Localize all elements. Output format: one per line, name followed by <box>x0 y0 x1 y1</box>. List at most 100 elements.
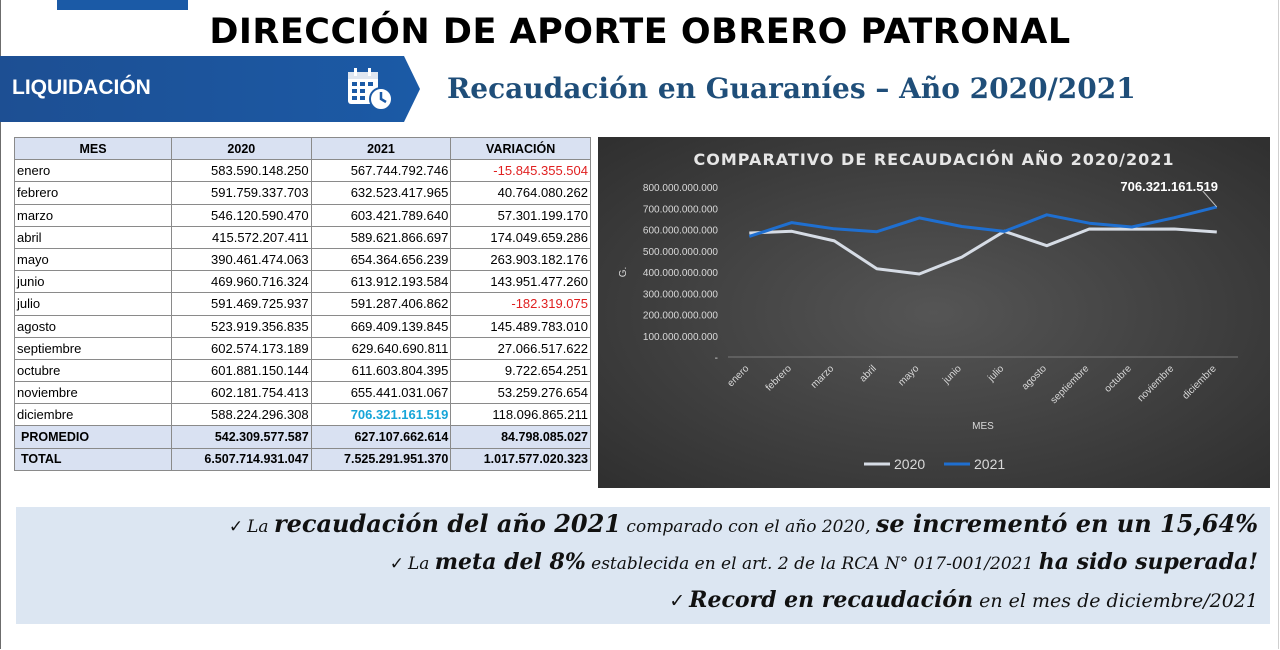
cell-mes: octubre <box>14 358 172 383</box>
table-row: septiembre 602.574.173.189 629.640.690.811… <box>14 336 591 360</box>
cell-mes: PROMEDIO <box>14 425 172 449</box>
series-line-2021 <box>748 205 1218 238</box>
cell-2021: 567.744.792.746 <box>310 159 452 183</box>
cell-2021: 655.441.031.067 <box>310 381 452 405</box>
x-tick-label: octubre <box>1103 363 1135 395</box>
calendar-clock-icon <box>346 68 394 112</box>
table-row: enero 583.590.148.250 567.744.792.746 -15.8… <box>14 159 591 183</box>
banner-shape <box>0 56 420 122</box>
cell-variacion: -182.319.075 <box>450 292 591 316</box>
x-tick-label: marzo <box>809 363 837 391</box>
cell-mes: abril <box>14 225 172 249</box>
cell-2020: 601.881.150.144 <box>171 358 312 383</box>
cell-mes: junio <box>14 270 172 294</box>
summary-line-3: ✓ Record en recaudación en el mes de dici… <box>669 587 1258 613</box>
cell-variacion: 40.764.080.262 <box>450 181 591 205</box>
x-tick-label: diciembre <box>1180 363 1219 402</box>
y-tick-label: 600.000.000.000 <box>643 226 719 237</box>
y-tick-label: 800.000.000.000 <box>643 183 719 194</box>
x-tick-label: julio <box>985 363 1006 384</box>
chart-title: COMPARATIVO DE RECAUDACIÓN AÑO 2020/2021 <box>694 150 1175 169</box>
x-tick-label: mayo <box>896 363 921 388</box>
y-tick-label: 100.000.000.000 <box>643 332 719 343</box>
cell-2021: 654.364.656.239 <box>310 247 452 272</box>
cell-mes: enero <box>14 159 172 183</box>
cell-variacion: 27.066.517.622 <box>450 336 591 360</box>
y-tick-label: 200.000.000.000 <box>643 311 719 322</box>
summary-text: establecida en el art. 2 de la RCA N° 01… <box>585 554 1039 574</box>
cell-mes: agosto <box>14 314 172 338</box>
cell-variacion: 84.798.085.027 <box>450 425 591 449</box>
legend-label-2021: 2021 <box>974 456 1005 472</box>
cell-mes: septiembre <box>14 336 172 360</box>
cell-mes: TOTAL <box>14 447 172 471</box>
legend-label-2020: 2020 <box>894 456 925 472</box>
col-header-2020: 2020 <box>171 136 312 161</box>
y-tick-label: - <box>715 353 718 364</box>
cell-variacion: 53.259.276.654 <box>450 381 591 405</box>
cell-variacion: 9.722.654.251 <box>450 358 591 383</box>
summary-text: La <box>407 554 435 574</box>
chart-svg: COMPARATIVO DE RECAUDACIÓN AÑO 2020/2021… <box>618 150 1238 472</box>
cell-2020: 6.507.714.931.047 <box>171 447 312 471</box>
cell-2021: 627.107.662.614 <box>310 425 452 449</box>
cell-2020: 542.309.577.587 <box>171 425 312 449</box>
cell-2020: 591.469.725.937 <box>171 292 312 316</box>
table-header-row: MES 2020 2021 VARIACIÓN <box>14 136 591 161</box>
x-tick-label: septiembre <box>1049 363 1092 406</box>
table-row: diciembre 588.224.296.308 706.321.161.519 1… <box>14 403 591 427</box>
summary-text: La <box>247 517 274 537</box>
cell-2021: 589.621.866.697 <box>310 225 452 249</box>
data-label-max: 706.321.161.519 <box>1120 179 1218 194</box>
y-axis-label: G. <box>618 267 629 278</box>
cell-2021: 706.321.161.519 <box>310 403 452 427</box>
cell-variacion: -15.845.355.504 <box>450 159 591 183</box>
table-row: noviembre 602.181.754.413 655.441.031.067 5… <box>14 381 591 405</box>
table-row: junio 469.960.716.324 613.912.193.584 143.9… <box>14 270 591 294</box>
cell-2021: 611.603.804.395 <box>310 358 452 383</box>
x-tick-label: febrero <box>764 363 794 393</box>
y-tick-label: 300.000.000.000 <box>643 289 719 300</box>
table-row: julio 591.469.725.937 591.287.406.862 -182.… <box>14 292 591 316</box>
y-tick-label: 500.000.000.000 <box>643 247 719 258</box>
total-row: TOTAL 6.507.714.931.047 7.525.291.951.370 1… <box>14 447 591 471</box>
y-tick-label: 700.000.000.000 <box>643 204 719 215</box>
summary-emphasis: recaudación del año 2021 <box>273 509 622 538</box>
cell-2021: 603.421.789.640 <box>310 203 452 227</box>
annotation-leader <box>1202 190 1218 208</box>
series-line-2020 <box>749 227 1217 276</box>
cell-2020: 415.572.207.411 <box>171 225 312 249</box>
cell-2021: 629.640.690.811 <box>310 336 452 360</box>
check-icon: ✓ <box>669 590 686 612</box>
cell-2021: 591.287.406.862 <box>310 292 452 316</box>
cell-mes: noviembre <box>14 381 172 405</box>
col-header-variacion: VARIACIÓN <box>450 136 591 161</box>
x-axis-label: MES <box>972 421 994 432</box>
cell-2020: 546.120.590.470 <box>171 203 312 227</box>
cell-2020: 591.759.337.703 <box>171 181 312 205</box>
x-tick-label: enero <box>726 363 752 389</box>
cell-2021: 669.409.139.845 <box>310 314 452 338</box>
x-tick-label: noviembre <box>1136 363 1177 404</box>
cell-variacion: 263.903.182.176 <box>450 247 591 272</box>
summary-line-2: ✓ La meta del 8% establecida en el art. 2… <box>390 549 1258 575</box>
check-icon: ✓ <box>389 554 404 574</box>
y-tick-label: 400.000.000.000 <box>643 268 719 279</box>
cell-2020: 588.224.296.308 <box>171 403 312 427</box>
cell-variacion: 118.096.865.211 <box>450 403 591 427</box>
comparison-chart: COMPARATIVO DE RECAUDACIÓN AÑO 2020/2021… <box>598 137 1270 488</box>
table-row: mayo 390.461.474.063 654.364.656.239 263.90… <box>14 247 591 272</box>
summary-text: comparado con el año 2020, <box>621 517 876 537</box>
cell-2021: 632.523.417.965 <box>310 181 452 205</box>
cell-mes: febrero <box>14 181 172 205</box>
revenue-table: MES 2020 2021 VARIACIÓN enero 583.590.148… <box>14 136 591 471</box>
summary-box: ✓ La recaudación del año 2021 comparado c… <box>16 507 1270 624</box>
x-tick-label: junio <box>940 363 964 387</box>
table-row: marzo 546.120.590.470 603.421.789.640 57.30… <box>14 203 591 227</box>
page-title: DIRECCIÓN DE APORTE OBRERO PATRONAL <box>209 12 1071 52</box>
cell-2020: 602.181.754.413 <box>171 381 312 405</box>
cell-2020: 583.590.148.250 <box>171 159 312 183</box>
cell-2021: 613.912.193.584 <box>310 270 452 294</box>
cell-2020: 602.574.173.189 <box>171 336 312 360</box>
